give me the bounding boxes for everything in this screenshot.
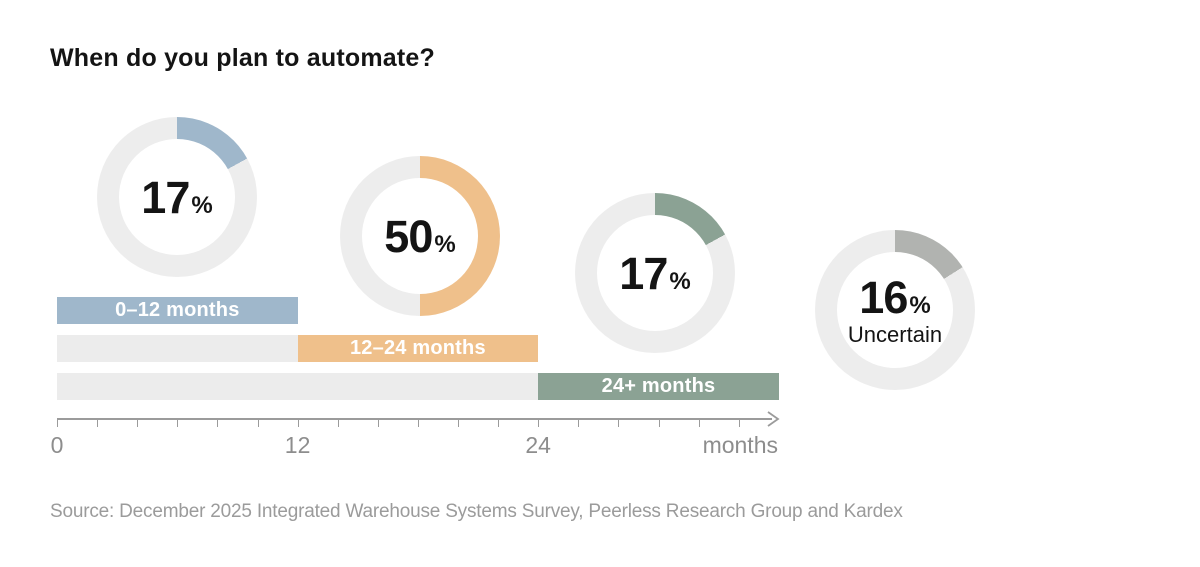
axis-arrow-icon [767,411,780,427]
bar-row-0-12-months: 0–12 months [0,297,1200,324]
donut-center-text: 50% [384,214,455,259]
axis-tick [177,419,179,427]
axis-tick [97,419,99,427]
axis-tick [458,419,459,427]
axis-tick [618,419,620,427]
axis-unit-label: months [702,432,778,458]
percent-sign: % [191,191,213,219]
axis-tick [538,419,540,427]
bar-track [57,373,539,400]
axis-tick [297,419,299,427]
axis-tick [698,419,700,427]
bar-row-24-plus-months: 24+ months [0,373,1200,400]
percent-sign: % [434,230,456,258]
axis-tick [417,419,419,427]
percent-value: 50 [384,210,433,262]
axis-tick [257,419,259,427]
percent-sign: % [669,267,691,295]
percent-sign: % [909,291,931,319]
axis-tick [578,419,580,427]
axis-tick [658,419,660,427]
donut-12-24-months: 50% [340,156,500,316]
axis-tick [217,419,219,427]
bar-fill-0-12-months: 0–12 months [57,297,298,324]
axis-tick-label-0: 0 [50,432,64,458]
axis-tick-label-12: 12 [284,432,311,458]
bar-fill-12-24-months: 12–24 months [297,335,539,362]
source-note: Source: December 2025 Integrated Warehou… [50,501,903,522]
donut-24-plus-months: 17% [575,193,735,353]
uncertain-label: Uncertain [847,321,943,347]
bar-label: 12–24 months [349,337,486,359]
chart-title: When do you plan to automate? [50,44,435,72]
axis-tick [337,419,339,427]
percent-value: 17 [619,247,668,299]
axis-tick [377,419,379,427]
bar-track [57,335,298,362]
percent-value: 16 [859,271,908,323]
donut-center-text: 16% Uncertain [848,275,942,346]
donut-center-text: 17% [619,251,690,296]
axis-tick [57,419,58,427]
bar-label: 24+ months [601,375,716,397]
percent-value: 17 [141,171,190,223]
axis-tick [137,419,139,427]
donut-center-text: 17% [141,175,212,220]
axis-tick [738,419,740,427]
axis-tick-label-24: 24 [525,432,551,458]
bar-row-12-24-months: 12–24 months [0,335,1200,362]
bar-fill-24-plus-months: 24+ months [538,373,779,400]
bar-label: 0–12 months [115,299,240,321]
axis-line [57,418,772,420]
donut-uncertain: 16% Uncertain [815,230,975,390]
axis-tick [498,419,500,427]
donut-0-12-months: 17% [97,117,257,277]
